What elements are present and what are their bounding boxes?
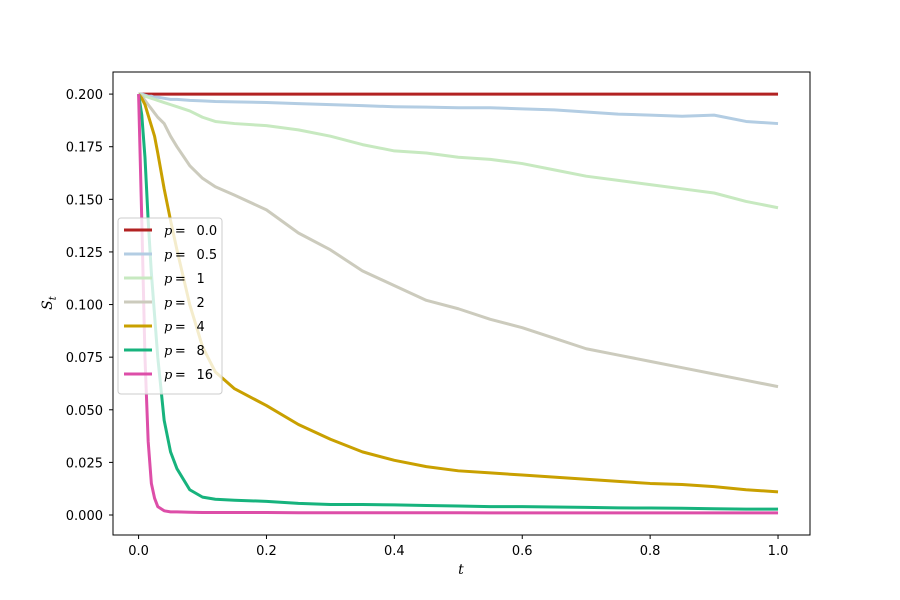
- legend-label-4: p = 4: [164, 320, 205, 335]
- legend-label-5: p = 8: [164, 344, 205, 359]
- x-tick-label: 0.8: [640, 544, 661, 559]
- y-axis-label-subscript: t: [48, 295, 59, 300]
- series-line-2: [138, 92, 779, 210]
- plot-frame: [112, 71, 811, 536]
- plot-lines: [137, 92, 779, 515]
- x-tick-label: 0.2: [256, 544, 277, 559]
- x-tick-label: 0.4: [384, 544, 405, 559]
- x-tick-label: 1.0: [768, 544, 789, 559]
- legend-label-2: p = 1: [164, 272, 205, 287]
- y-axis-label-main: S: [40, 300, 56, 310]
- series-line-6: [137, 94, 779, 515]
- legend-label-3: p = 2: [164, 296, 205, 311]
- x-tick-label: 0.6: [512, 544, 533, 559]
- y-tick-label: 0.125: [66, 246, 103, 261]
- y-tick-label: 0.025: [66, 456, 103, 471]
- y-tick-label: 0.000: [66, 509, 103, 524]
- legend-label-1: p = 0.5: [164, 248, 217, 263]
- legend: p = 0.0 p = 0.5 p = 1 p = 2 p = 4 p = 8 p = 16: [117, 217, 223, 395]
- y-tick-label: 0.075: [66, 351, 103, 366]
- legend-label-0: p = 0.0: [164, 224, 217, 239]
- y-tick-label: 0.175: [66, 141, 103, 156]
- y-axis-label: St: [40, 295, 59, 310]
- y-tick-label: 0.150: [66, 193, 103, 208]
- y-tick-label: 0.200: [66, 88, 103, 103]
- x-axis: 0.0 0.2 0.4 0.6 0.8 1.0: [128, 535, 788, 559]
- x-tick-label: 0.0: [128, 544, 149, 559]
- legend-label-6: p = 16: [164, 368, 213, 383]
- x-axis-label: t: [458, 562, 464, 578]
- y-tick-label: 0.100: [66, 299, 103, 314]
- series-line-1: [138, 92, 779, 126]
- y-axis: 0.000 0.025 0.050 0.075 0.100 0.125 0.150 0.175…: [66, 88, 113, 524]
- series-line-4: [137, 93, 779, 494]
- series-line-3: [137, 92, 779, 389]
- y-tick-label: 0.050: [66, 404, 103, 419]
